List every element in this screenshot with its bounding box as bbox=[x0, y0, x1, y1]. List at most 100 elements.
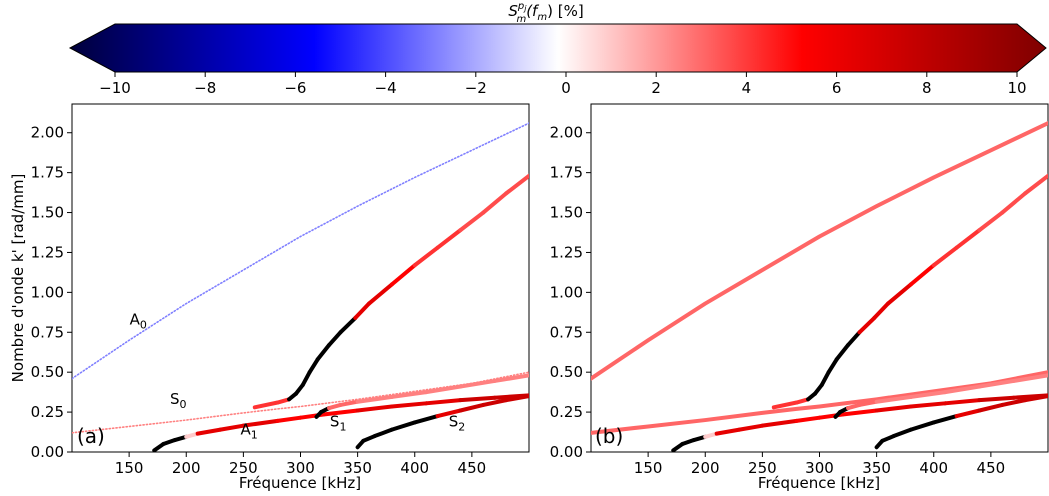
series-segment bbox=[198, 430, 221, 434]
colorbar-tick-label: −10 bbox=[99, 79, 131, 97]
x-tick-label: 150 bbox=[634, 459, 663, 477]
series-segment bbox=[460, 213, 483, 231]
series-segment bbox=[717, 430, 740, 434]
series-S2 bbox=[877, 396, 1048, 447]
series-S0-A0 bbox=[255, 176, 529, 407]
series-segment bbox=[415, 248, 438, 266]
colorbar-tick-label: −8 bbox=[194, 79, 216, 97]
series-segment bbox=[774, 403, 797, 408]
series-segment bbox=[877, 407, 911, 411]
series-segment bbox=[483, 400, 506, 405]
series-segment bbox=[392, 392, 426, 397]
series-segment bbox=[740, 426, 763, 430]
series-segment bbox=[1025, 176, 1048, 194]
y-tick-label: 0.75 bbox=[31, 323, 64, 341]
series-segment bbox=[874, 304, 888, 318]
series-segment bbox=[392, 403, 426, 406]
x-tick-label: 450 bbox=[458, 459, 487, 477]
series-segment bbox=[255, 403, 278, 408]
series-segment bbox=[460, 398, 494, 400]
x-tick-label: 150 bbox=[115, 459, 144, 477]
y-tick-label: 1.75 bbox=[31, 164, 64, 182]
y-tick-label: 0.50 bbox=[550, 363, 583, 381]
y-tick-label: 1.25 bbox=[550, 243, 583, 261]
y-tick-label: 2.00 bbox=[550, 124, 583, 142]
series-segment bbox=[934, 416, 957, 422]
series-segment bbox=[369, 284, 392, 303]
panel-a-xlabel: Fréquence [kHz] bbox=[239, 474, 361, 492]
series-segment bbox=[894, 430, 911, 436]
x-tick-label: 200 bbox=[691, 459, 720, 477]
series-segment bbox=[426, 387, 460, 393]
colorbar-tick-label: 8 bbox=[922, 79, 932, 97]
series-segment bbox=[375, 430, 392, 436]
series-segment bbox=[460, 381, 494, 387]
series-segment bbox=[957, 230, 980, 248]
series-segment bbox=[329, 332, 340, 345]
y-tick-label: 1.50 bbox=[550, 204, 583, 222]
panel-a-series bbox=[72, 123, 529, 450]
colorbar-tick-label: −4 bbox=[375, 79, 397, 97]
y-tick-label: 1.00 bbox=[31, 283, 64, 301]
series-segment bbox=[438, 230, 461, 248]
series-segment bbox=[829, 359, 837, 372]
y-tick-label: 1.00 bbox=[550, 283, 583, 301]
panel-b-label: (b) bbox=[595, 424, 623, 448]
series-segment bbox=[506, 176, 529, 194]
colorbar-tick-label: 6 bbox=[832, 79, 842, 97]
series-segment bbox=[797, 418, 820, 421]
series-segment bbox=[979, 381, 1013, 387]
series-segment bbox=[911, 403, 945, 406]
series-segment bbox=[392, 422, 415, 429]
series-segment bbox=[358, 397, 392, 402]
series-segment bbox=[355, 304, 369, 318]
series-S2 bbox=[358, 396, 529, 447]
colorbar-tick-label: 0 bbox=[561, 79, 571, 97]
series-segment bbox=[934, 248, 957, 266]
series-segment bbox=[957, 410, 980, 416]
colorbar-tick-label: −6 bbox=[284, 79, 306, 97]
y-tick-label: 0.00 bbox=[31, 443, 64, 461]
series-segment bbox=[1002, 400, 1025, 405]
series-segment bbox=[303, 372, 310, 385]
panel-b-series bbox=[591, 123, 1048, 450]
series-segment bbox=[392, 265, 415, 284]
y-tick-label: 1.50 bbox=[31, 204, 64, 222]
series-segment bbox=[945, 400, 979, 403]
panel-b-xlabel: Fréquence [kHz] bbox=[758, 474, 880, 492]
series-segment bbox=[318, 345, 329, 359]
x-tick-label: 400 bbox=[919, 459, 948, 477]
y-tick-label: 0.25 bbox=[31, 403, 64, 421]
x-tick-label: 400 bbox=[400, 459, 429, 477]
series-segment bbox=[278, 418, 301, 421]
series-S0 bbox=[591, 372, 1048, 433]
series-segment bbox=[310, 359, 318, 372]
series-S0-A0 bbox=[774, 176, 1048, 407]
y-tick-label: 1.25 bbox=[31, 243, 64, 261]
series-segment bbox=[762, 421, 796, 426]
y-tick-label: 2.00 bbox=[31, 124, 64, 142]
y-tick-label: 0.00 bbox=[550, 443, 583, 461]
series-segment bbox=[460, 405, 483, 411]
series-segment bbox=[1002, 193, 1025, 212]
series-segment bbox=[842, 410, 876, 414]
series-segment bbox=[911, 265, 934, 284]
mode-label: S1 bbox=[330, 412, 347, 433]
series-segment bbox=[323, 410, 357, 414]
series-segment bbox=[495, 375, 529, 381]
series-segment bbox=[483, 193, 506, 212]
colorbar bbox=[70, 24, 1046, 72]
mode-label: A0 bbox=[130, 310, 147, 331]
series-segment bbox=[979, 398, 1013, 400]
x-tick-label: 450 bbox=[977, 459, 1006, 477]
colorbar-tick-label: 2 bbox=[651, 79, 661, 97]
mode-label: S0 bbox=[170, 390, 187, 411]
panel-a: 150 200 250 300 350 400 450 0.00 0.25 0.50 0.75 1.0… bbox=[9, 104, 529, 492]
panel-b: 150 200 250 300 350 400 4500.000.250.500.751.0… bbox=[550, 104, 1048, 492]
y-tick-label: 0.50 bbox=[31, 363, 64, 381]
y-tick-label: 0.75 bbox=[550, 323, 583, 341]
panel-a-ylabel: Nombre d'onde k' [rad/mm] bbox=[9, 174, 27, 383]
series-segment bbox=[979, 405, 1002, 411]
series-segment bbox=[848, 332, 859, 345]
